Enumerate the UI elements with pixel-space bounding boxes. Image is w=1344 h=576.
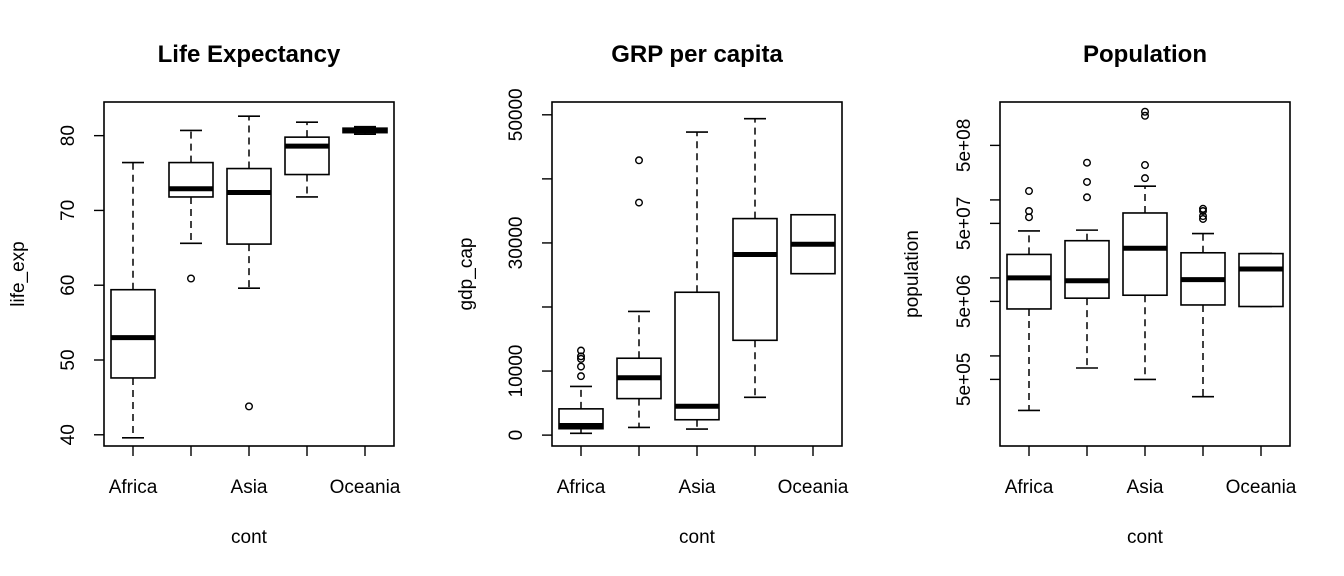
- outlier-point: [577, 362, 586, 371]
- box-oceania: [790, 213, 836, 275]
- box-asia: [226, 115, 272, 411]
- outlier-point: [577, 372, 586, 381]
- outlier-point: [577, 354, 586, 363]
- box-asia: [674, 131, 720, 430]
- y-tick-label: 5e+06: [954, 275, 975, 328]
- box-asia: [1122, 107, 1168, 381]
- chart-title: Life Expectancy: [158, 41, 341, 68]
- chart-panel-3: Population cont population 5e+05 5e+06 5e+07 5…: [902, 41, 1297, 548]
- x-tick-label: Africa: [557, 477, 606, 498]
- x-tick-label: Oceania: [1226, 477, 1297, 498]
- outlier-point: [1198, 212, 1207, 221]
- box-africa: [558, 346, 604, 435]
- outlier-point: [1140, 174, 1149, 183]
- y-tick-label: 60: [58, 275, 79, 296]
- iqr-box: [110, 288, 156, 379]
- y-tick-label: 30000: [506, 217, 527, 270]
- chart-panel-1: Life Expectancy cont life_exp 40 50 60 70 80 Afr…: [8, 41, 401, 548]
- x-axis-label: cont: [231, 527, 268, 548]
- iqr-box: [1122, 212, 1168, 297]
- x-axis-label: cont: [679, 527, 716, 548]
- outlier-point: [1140, 111, 1149, 120]
- y-tick-label: 50000: [506, 88, 527, 141]
- iqr-box: [1064, 239, 1110, 299]
- box-africa: [110, 161, 156, 439]
- box-europe: [732, 117, 778, 399]
- iqr-box: [1238, 252, 1284, 308]
- x-tick-label: Oceania: [778, 477, 849, 498]
- outlier-point: [1082, 177, 1091, 186]
- outlier-point: [244, 402, 253, 411]
- box-europe: [284, 121, 330, 198]
- y-tick-label: 5e+08: [954, 119, 975, 172]
- y-tick-label: 50: [58, 349, 79, 370]
- x-tick-label: Africa: [109, 477, 158, 498]
- chart-title: Population: [1083, 41, 1207, 68]
- iqr-box: [284, 136, 330, 176]
- box-americas: [616, 156, 662, 429]
- outlier-point: [577, 352, 586, 361]
- outlier-point: [1082, 158, 1091, 167]
- box-europe: [1180, 204, 1226, 398]
- iqr-box: [168, 161, 214, 198]
- y-tick-label: 10000: [506, 345, 527, 398]
- outlier-point: [635, 198, 644, 207]
- chart-panel-2: GRP per capita cont gdp_cap 0 10000 30000 5000…: [456, 41, 849, 548]
- outlier-point: [1198, 214, 1207, 223]
- box-oceania: [1238, 252, 1284, 308]
- outlier-point: [1024, 187, 1033, 196]
- y-tick-label: 70: [58, 200, 79, 221]
- box-americas: [168, 129, 214, 283]
- box-africa: [1006, 187, 1052, 412]
- outlier-point: [1140, 161, 1149, 170]
- outlier-point: [1198, 204, 1207, 213]
- y-tick-label: 5e+07: [954, 197, 975, 250]
- y-axis-label: life_exp: [8, 241, 29, 307]
- y-tick-label: 40: [58, 424, 79, 445]
- outlier-point: [1198, 207, 1207, 216]
- outlier-point: [635, 156, 644, 165]
- chart-title: GRP per capita: [611, 41, 783, 68]
- y-axis-label: population: [902, 230, 923, 318]
- y-axis-label: gdp_cap: [456, 238, 477, 311]
- x-tick-label: Oceania: [330, 477, 401, 498]
- outlier-point: [1140, 107, 1149, 116]
- outlier-point: [1024, 207, 1033, 216]
- x-axis-label: cont: [1127, 527, 1164, 548]
- box-oceania: [342, 125, 388, 135]
- x-tick-label: Asia: [679, 477, 716, 498]
- x-tick-label: Asia: [231, 477, 268, 498]
- outlier-point: [1082, 193, 1091, 202]
- iqr-box: [1006, 253, 1052, 310]
- iqr-box: [732, 217, 778, 342]
- outlier-point: [186, 274, 195, 283]
- y-tick-label: 5e+05: [954, 353, 975, 406]
- y-tick-label: 0: [506, 430, 527, 441]
- iqr-box: [674, 291, 720, 421]
- y-tick-label: 80: [58, 125, 79, 146]
- x-tick-label: Africa: [1005, 477, 1054, 498]
- iqr-box: [226, 167, 272, 245]
- x-tick-label: Asia: [1127, 477, 1164, 498]
- outlier-point: [577, 346, 586, 355]
- box-americas: [1064, 158, 1110, 369]
